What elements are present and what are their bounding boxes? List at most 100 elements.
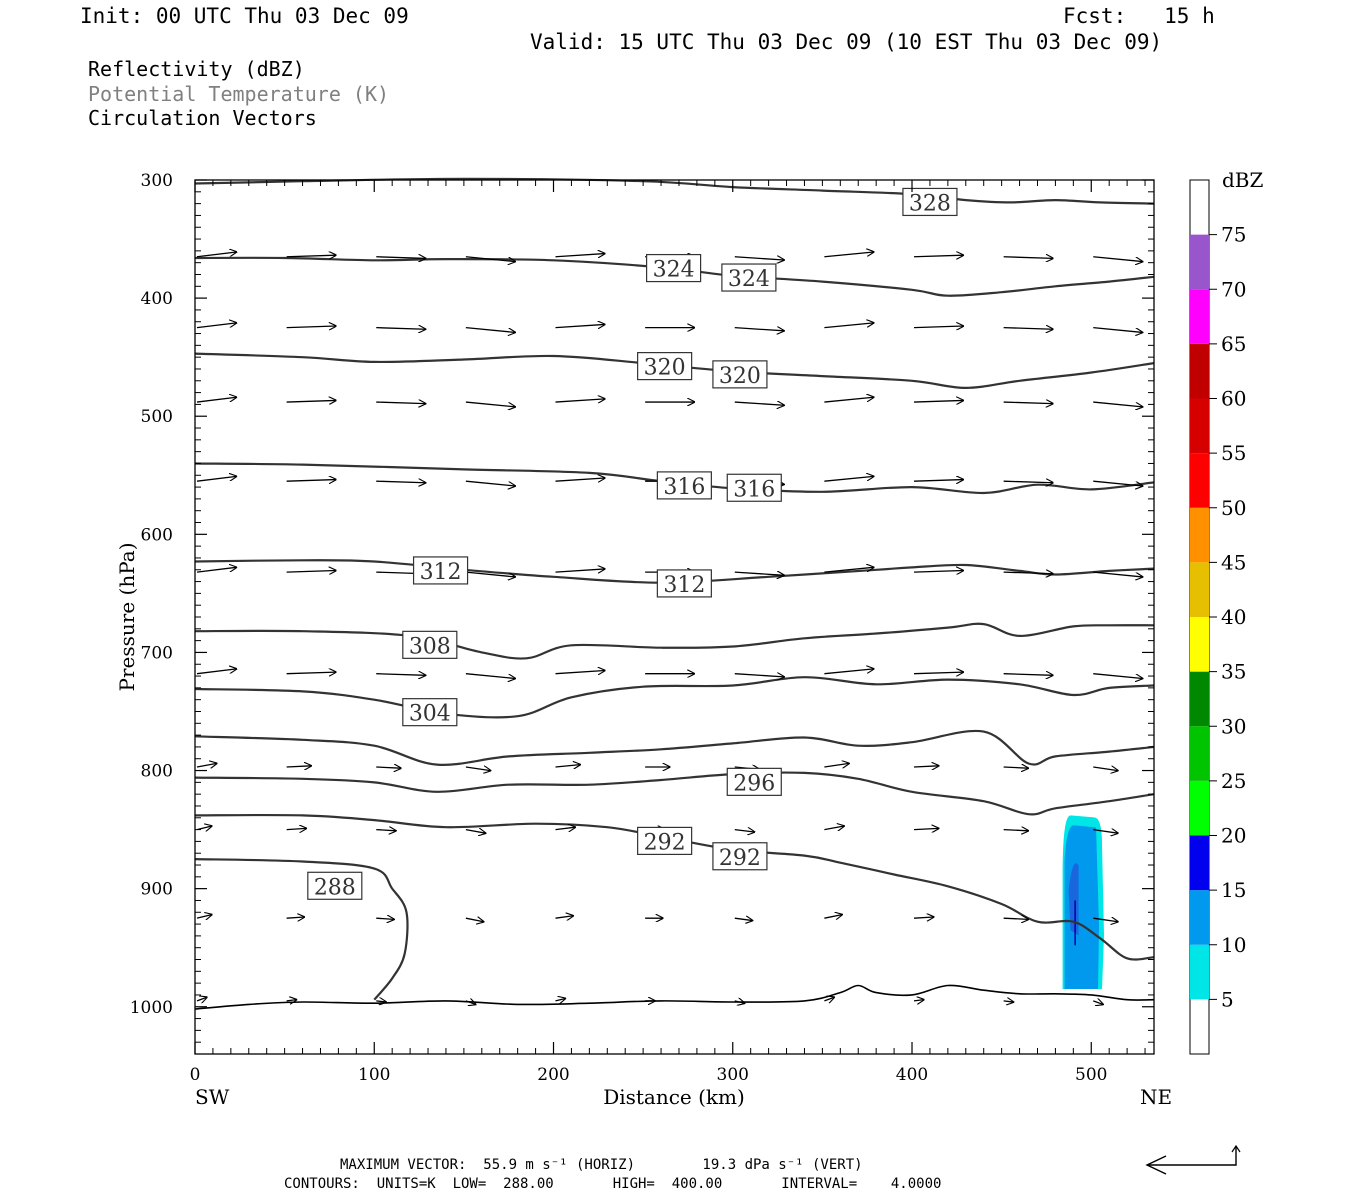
contour-label-box bbox=[712, 842, 768, 871]
x-tick-label: 100 bbox=[358, 1065, 390, 1085]
colorbar-level-label: 55 bbox=[1221, 441, 1246, 465]
colorbar-swatch bbox=[1190, 726, 1209, 781]
circulation-vector bbox=[286, 480, 336, 482]
field-label-circulation-vectors: Circulation Vectors bbox=[88, 106, 317, 130]
circulation-vector bbox=[913, 917, 934, 918]
colorbar-level-label: 25 bbox=[1221, 769, 1246, 793]
circulation-vector bbox=[196, 826, 212, 830]
circulation-vector bbox=[555, 765, 581, 767]
circulation-vector bbox=[555, 399, 605, 402]
valid-time-label: Valid: 15 UTC Thu 03 Dec 09 (10 EST Thu … bbox=[530, 30, 1163, 54]
circulation-vector bbox=[196, 763, 217, 767]
circulation-vector bbox=[555, 569, 605, 572]
contour-label-288: 288 bbox=[307, 871, 363, 900]
circulation-vector bbox=[824, 567, 873, 573]
circulation-vector bbox=[465, 571, 515, 577]
colorbar-swatch bbox=[1190, 780, 1209, 836]
forecast-hour-label: Fcst: 15 h bbox=[1063, 4, 1215, 28]
contour-label-text: 316 bbox=[663, 475, 705, 500]
colorbar-swatch bbox=[1190, 507, 1209, 563]
circulation-vector bbox=[824, 397, 873, 403]
contour-label-box bbox=[637, 352, 693, 381]
contour-label-text: 324 bbox=[728, 267, 770, 292]
contour-label-box bbox=[726, 473, 782, 502]
circulation-vector bbox=[376, 402, 425, 404]
circulation-vector bbox=[376, 918, 394, 919]
colorbar-level-label: 70 bbox=[1221, 277, 1246, 301]
contour-label-text: 320 bbox=[644, 356, 686, 381]
surface-pressure-line bbox=[194, 984, 1155, 1010]
colorbar-level-label: 40 bbox=[1221, 605, 1246, 629]
colorbar-level-label: 15 bbox=[1221, 878, 1246, 902]
circulation-vector bbox=[734, 402, 784, 405]
circulation-vector bbox=[1093, 571, 1142, 577]
circulation-vector bbox=[1003, 674, 1053, 676]
circulation-vector bbox=[1093, 1001, 1103, 1005]
init-time-label: Init: 00 UTC Thu 03 Dec 09 bbox=[80, 4, 409, 28]
circulation-vector bbox=[1093, 256, 1142, 262]
contour-label-304: 304 bbox=[402, 698, 458, 727]
circulation-vector bbox=[913, 255, 963, 257]
circulation-vector bbox=[1093, 401, 1142, 407]
contour-label-box bbox=[637, 826, 693, 856]
colorbar-level-label: 60 bbox=[1221, 387, 1246, 411]
contour-label-text: 312 bbox=[663, 573, 705, 598]
contour-info-note: CONTOURS: UNITS=K LOW= 288.00 HIGH= 400.… bbox=[284, 1176, 942, 1192]
maximum-vector-note: MAXIMUM VECTOR: 55.9 m s⁻¹ (HORIZ) 19.3 … bbox=[340, 1157, 863, 1173]
contour-label-324: 324 bbox=[646, 253, 702, 283]
circulation-vector bbox=[286, 917, 305, 918]
theta-contour-320 bbox=[194, 352, 1155, 390]
circulation-vector bbox=[196, 476, 236, 482]
circulation-vector bbox=[376, 257, 425, 259]
colorbar-level-label: 10 bbox=[1221, 933, 1246, 957]
x-axis-right-end-label: NE bbox=[1140, 1085, 1172, 1109]
colorbar-swatch bbox=[1190, 617, 1209, 672]
circulation-vector bbox=[465, 918, 484, 922]
circulation-vector bbox=[734, 328, 784, 331]
y-tick-label: 900 bbox=[141, 880, 173, 900]
circulation-vector bbox=[286, 766, 312, 767]
circulation-vector bbox=[465, 326, 515, 333]
circulation-vector bbox=[1093, 767, 1118, 771]
contour-label-text: 292 bbox=[644, 830, 686, 855]
colorbar-level-label: 20 bbox=[1221, 824, 1246, 848]
y-tick-label: 800 bbox=[141, 762, 173, 782]
colorbar-swatch bbox=[1190, 890, 1209, 945]
reflectivity-echo-core bbox=[1068, 863, 1079, 936]
colorbar-swatch bbox=[1190, 835, 1209, 891]
circulation-vector bbox=[824, 252, 873, 258]
axes-layer: 300 400 500 600 700 800 900 1000 0 100 200 300 400 50… bbox=[130, 171, 1154, 1085]
contour-label-text: 296 bbox=[733, 771, 775, 796]
reference-vector-icon bbox=[1145, 1144, 1241, 1175]
contour-label-text: 288 bbox=[314, 875, 356, 900]
circulation-vector bbox=[1003, 767, 1029, 768]
contour-label-308: 308 bbox=[402, 630, 458, 659]
circulation-vector bbox=[1003, 402, 1053, 404]
circulation-vector bbox=[555, 998, 566, 1000]
circulation-vector bbox=[196, 669, 236, 675]
contour-label-box bbox=[402, 630, 458, 659]
circulation-vector bbox=[734, 257, 784, 260]
theta-contour-308 bbox=[194, 622, 1155, 660]
colorbar-level-label: 75 bbox=[1221, 223, 1246, 247]
circulation-vector bbox=[286, 326, 336, 328]
plot-data-layer: 328 324 324 320 320 316 316 312 312 308 304 296 292 2… bbox=[194, 177, 1155, 1010]
circulation-vector bbox=[376, 674, 425, 676]
x-tick-label: 0 bbox=[190, 1065, 201, 1085]
circulation-vector bbox=[913, 400, 963, 402]
x-axis-title: Distance (km) bbox=[603, 1085, 745, 1109]
colorbar-swatch bbox=[1190, 671, 1209, 727]
colorbar-level-label: 30 bbox=[1221, 714, 1246, 738]
circulation-vector bbox=[1093, 830, 1118, 834]
circulation-vector bbox=[465, 673, 515, 679]
circulation-vector bbox=[555, 827, 576, 829]
theta-contour-304 bbox=[194, 676, 1155, 719]
circulation-vector bbox=[1093, 918, 1118, 922]
theta-contour-288 bbox=[194, 858, 409, 1001]
contour-label-box bbox=[726, 767, 782, 796]
contour-label-324: 324 bbox=[721, 263, 777, 292]
circulation-vector bbox=[824, 476, 873, 482]
circulation-vector bbox=[1003, 830, 1029, 831]
field-label-potential-temperature: Potential Temperature (K) bbox=[88, 82, 390, 106]
circulation-vector bbox=[824, 763, 849, 767]
